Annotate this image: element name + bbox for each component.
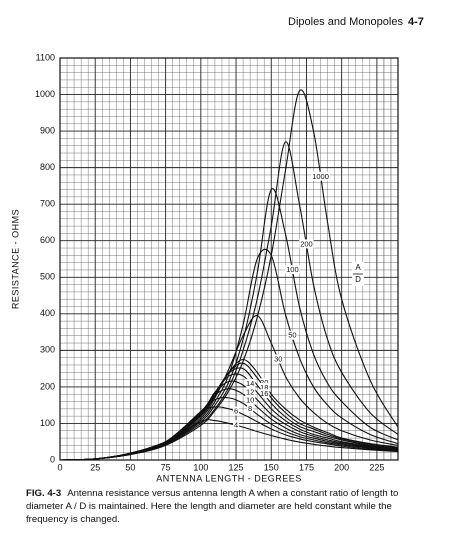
page-number: 4-7 <box>408 16 424 28</box>
y-tick-label: 1100 <box>36 52 55 62</box>
y-tick-label: 500 <box>40 272 55 282</box>
curve-label: 18 <box>260 383 268 392</box>
x-tick-label: 125 <box>229 462 244 472</box>
curve-label-bg <box>259 389 270 399</box>
curve-label-bg <box>244 387 256 397</box>
curve-label: 200 <box>300 239 313 248</box>
x-tick-label: 25 <box>90 462 100 472</box>
y-tick-label: 400 <box>40 308 55 318</box>
section-title: Dipoles and Monopoles <box>288 16 403 28</box>
caption-label: FIG. 4-3 <box>26 488 62 499</box>
grid <box>59 57 399 461</box>
curve-label-bg <box>311 171 330 181</box>
curve-label: 10 <box>246 396 254 405</box>
x-tick-label: 75 <box>161 462 171 472</box>
curve-label-bg <box>232 420 240 430</box>
y-tick-label: 1000 <box>35 89 55 99</box>
caption-text: Antenna resistance versus antenna length… <box>26 488 399 525</box>
x-tick-label: 175 <box>299 462 314 472</box>
curve-label-bg <box>244 395 256 405</box>
plot-frame <box>59 57 399 461</box>
curve-label: 50 <box>288 331 296 340</box>
legend-title-denominator: D <box>355 275 361 284</box>
y-tick-label: 600 <box>40 235 55 245</box>
curve-label-bg <box>285 264 300 274</box>
curve-label-bg <box>247 403 254 413</box>
curve-label: 6 <box>234 407 238 416</box>
x-tick-label: 0 <box>57 462 62 472</box>
curve-label: 16 <box>260 389 268 398</box>
curve-label: 4 <box>234 420 238 429</box>
curve-label: 1000 <box>312 172 329 181</box>
y-tick-label: 200 <box>40 381 55 391</box>
curve-label-bg <box>273 354 284 364</box>
y-axis-title: RESISTANCE - OHMS <box>10 209 20 309</box>
curve <box>59 419 399 461</box>
legend-title-numerator: A <box>355 263 361 272</box>
curve-label-bg <box>259 378 270 388</box>
y-tick-label: 700 <box>40 199 55 209</box>
curve-label: 20 <box>260 378 268 387</box>
chart: Dipoles and Monopoles 4-7 ANTENNA LENGTH… <box>10 16 424 483</box>
curve-label-bg <box>232 406 240 416</box>
y-tick-label: 800 <box>40 162 55 172</box>
x-tick-label: 150 <box>264 462 279 472</box>
curve-label-bg <box>244 379 256 389</box>
curve <box>59 406 399 461</box>
curve-label-bg <box>299 239 314 249</box>
x-axis-title: ANTENNA LENGTH - DEGREES <box>156 473 302 483</box>
curve <box>59 89 399 461</box>
x-tick-label: 100 <box>193 462 208 472</box>
curve-label: 14 <box>246 379 254 388</box>
curve-label: 100 <box>286 265 299 274</box>
x-tick-label: 200 <box>334 462 349 472</box>
curve <box>59 397 399 461</box>
y-tick-label: 100 <box>40 418 55 428</box>
caption: FIG. 4-3 Antenna resistance versus antenn… <box>26 487 434 526</box>
curve-label: 30 <box>274 354 282 363</box>
curve-label: 8 <box>248 404 252 413</box>
x-tick-label: 225 <box>369 462 384 472</box>
x-tick-label: 50 <box>125 462 135 472</box>
curve-label-bg <box>287 330 298 340</box>
y-tick-label: 0 <box>50 454 55 464</box>
y-tick-label: 300 <box>40 345 55 355</box>
curve-label: 12 <box>246 387 254 396</box>
curve-label-bg <box>259 382 270 392</box>
y-tick-label: 900 <box>40 125 55 135</box>
